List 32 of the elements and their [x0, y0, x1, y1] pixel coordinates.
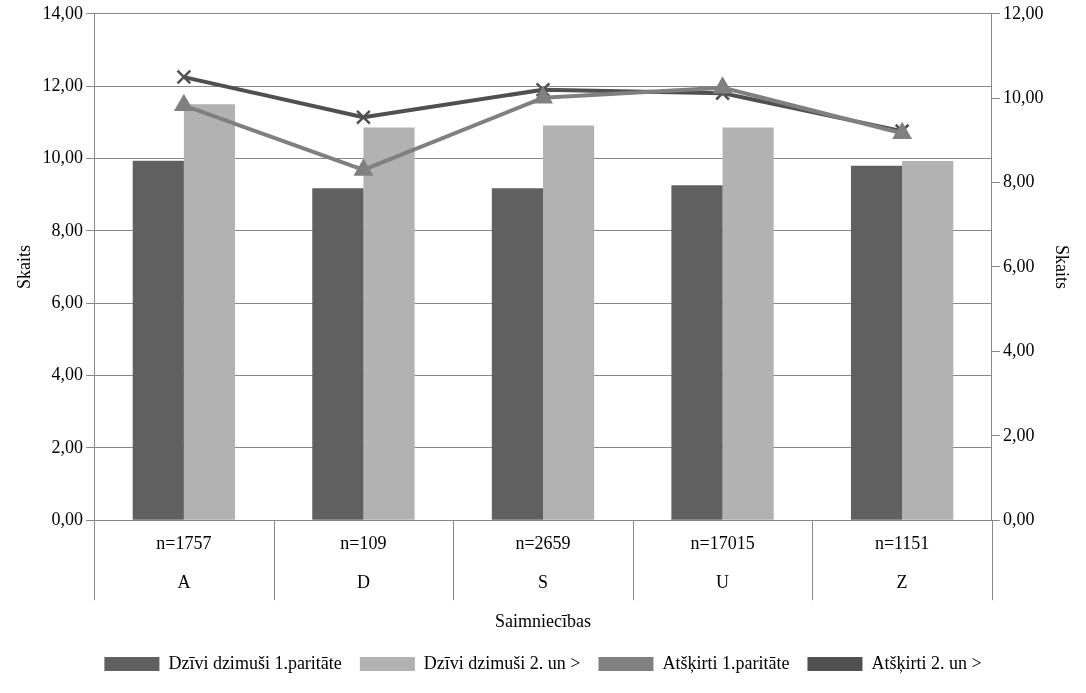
- y2-tick-label: 0,00: [1002, 508, 1035, 529]
- y-axis-title: Skaits: [13, 244, 34, 290]
- y-tick-label: 4,00: [51, 364, 84, 385]
- text: n=2659: [515, 532, 571, 553]
- y-tick-label: 6,00: [51, 291, 84, 312]
- y2-tick-label: 10,00: [1002, 86, 1044, 107]
- text: n=17015: [690, 532, 755, 553]
- legend-label: Dzīvi dzimuši 1.paritāte: [168, 652, 342, 673]
- y-tick-label: 14,00: [42, 2, 84, 23]
- y2-tick-label: 6,00: [1002, 255, 1035, 276]
- legend-label: Atšķirti 2. un >: [871, 652, 982, 673]
- x-tick-label: D: [356, 572, 370, 593]
- y2-tick-label: 4,00: [1002, 340, 1035, 361]
- legend-label: Atšķirti 1.paritāte: [662, 652, 790, 673]
- legend-label: Dzīvi dzimuši 2. un >: [423, 652, 581, 673]
- text: n=1151: [874, 532, 930, 553]
- y2-tick-label: 2,00: [1002, 424, 1035, 445]
- x-tick-label: U: [716, 572, 730, 593]
- y-tick-label: 10,00: [42, 147, 84, 168]
- text: n=1757: [156, 532, 212, 553]
- y2-tick-label: 12,00: [1002, 2, 1044, 23]
- x-tick-label: A: [177, 572, 191, 593]
- y-tick-label: 12,00: [42, 74, 84, 95]
- y-tick-label: 0,00: [51, 508, 84, 529]
- y2-axis-title: Skaits: [1052, 244, 1073, 290]
- x-axis-title: Saimniecības: [495, 610, 591, 631]
- text: n=109: [340, 532, 387, 553]
- y-tick-label: 2,00: [51, 436, 84, 457]
- x-tick-label: Z: [896, 572, 908, 593]
- y2-tick-label: 8,00: [1002, 171, 1035, 192]
- y-tick-label: 8,00: [51, 219, 84, 240]
- x-tick-label: S: [537, 572, 549, 593]
